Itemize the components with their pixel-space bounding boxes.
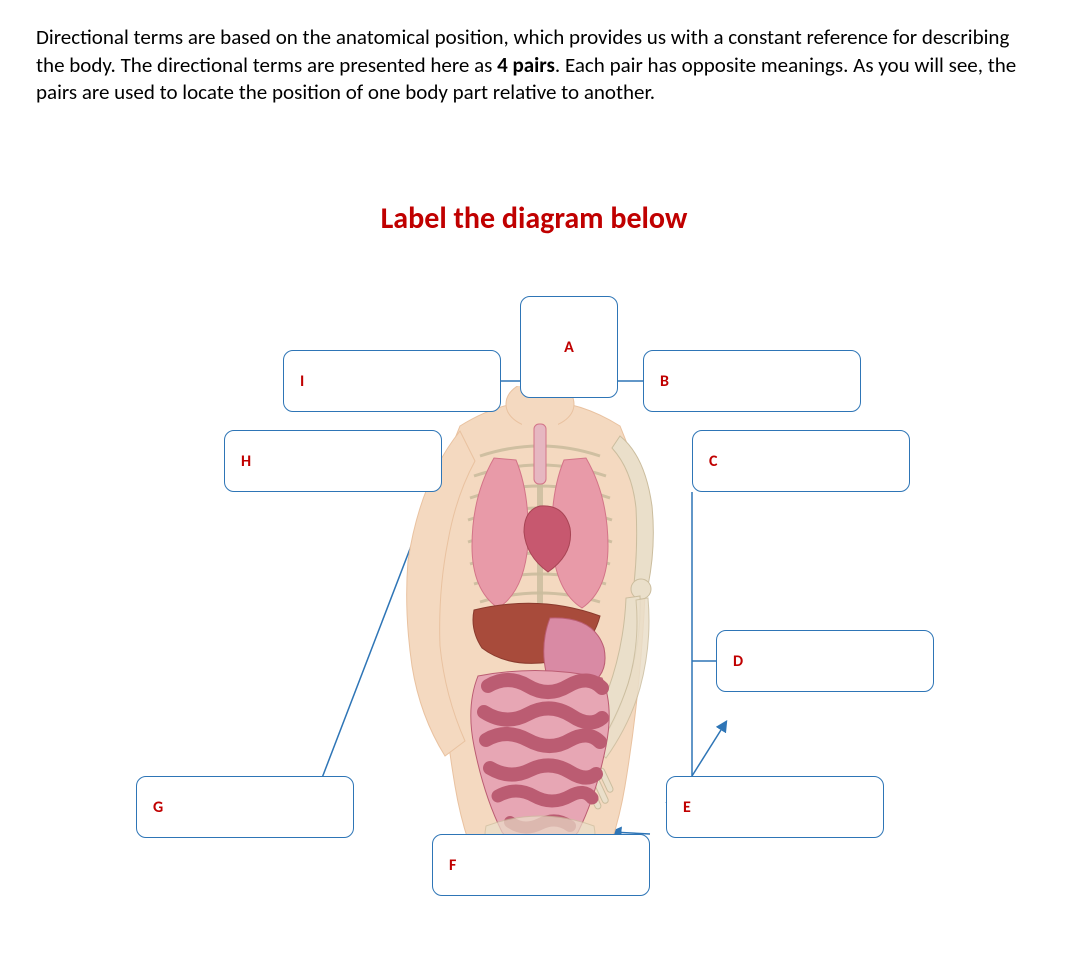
diagram-title: Label the diagram below (0, 200, 1068, 237)
label-b[interactable]: B (643, 350, 861, 412)
label-e-text: E (683, 798, 691, 817)
label-a[interactable]: A (520, 296, 618, 398)
label-a-text: A (564, 338, 574, 357)
label-d-text: D (733, 652, 743, 671)
label-h[interactable]: H (224, 430, 442, 492)
label-c[interactable]: C (692, 430, 910, 492)
label-f[interactable]: F (432, 834, 650, 896)
label-f-text: F (449, 856, 456, 875)
label-i[interactable]: I (283, 350, 501, 412)
intro-paragraph: Directional terms are based on the anato… (36, 24, 1032, 107)
label-c-text: C (709, 452, 717, 471)
label-e[interactable]: E (666, 776, 884, 838)
label-h-text: H (241, 452, 251, 471)
label-b-text: B (660, 372, 669, 391)
label-g-text: G (153, 798, 163, 817)
label-d[interactable]: D (716, 630, 934, 692)
label-g[interactable]: G (136, 776, 354, 838)
diagram-area: A B C D E F G H I (0, 278, 1068, 958)
label-i-text: I (300, 372, 304, 391)
